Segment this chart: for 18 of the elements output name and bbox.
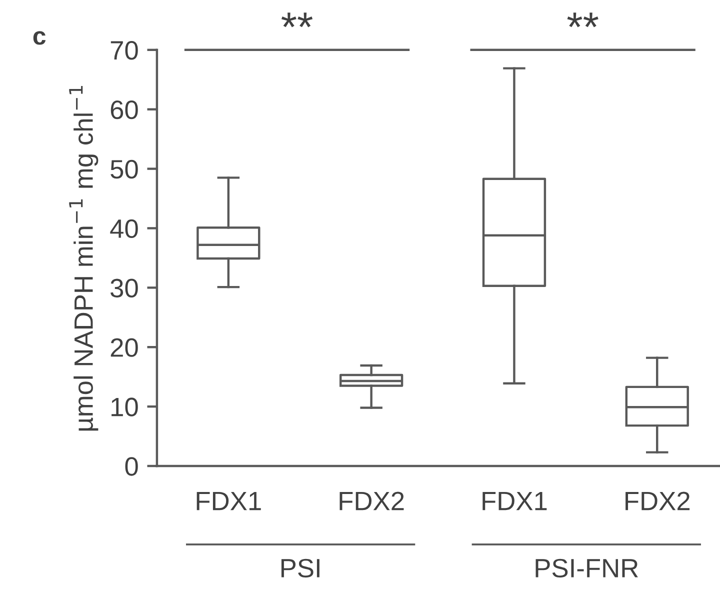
y-tick-label: 20: [110, 338, 138, 357]
text: **: [567, 12, 598, 28]
y-tick-label: 70: [110, 41, 138, 60]
text: **: [281, 12, 313, 28]
chart-title: c: [33, 31, 46, 45]
y-axis-title: µmol NADPH min$^{−1}$ mg chl$^{−1}$: [69, 86, 98, 431]
y-tick-label: 30: [110, 278, 138, 298]
x-tick-label: FDX1: [482, 492, 547, 510]
text: PSI-FNR: [536, 558, 638, 578]
y-tick-label: 0: [125, 457, 138, 476]
x-tick-label: FDX2: [626, 492, 690, 510]
y-tick-label: 40: [110, 219, 138, 238]
y-tick-label: 50: [110, 160, 138, 179]
text: PSI: [281, 558, 320, 578]
y-tick-label: 60: [110, 100, 138, 120]
x-tick-label: FDX1: [196, 492, 261, 510]
y-tick-label: 10: [112, 398, 138, 416]
x-tick-label: FDX2: [340, 492, 404, 510]
